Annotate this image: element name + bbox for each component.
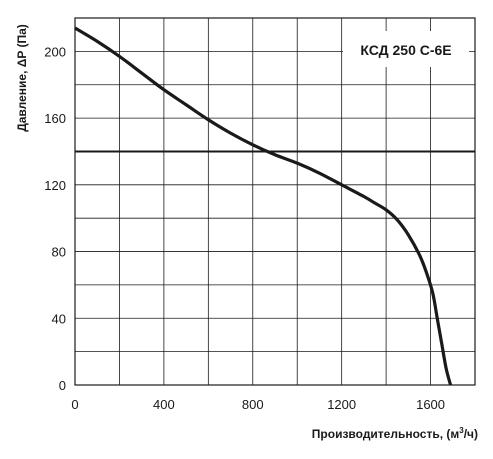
x-axis-title-main: Производительность, (м (312, 427, 460, 441)
legend-background (343, 31, 469, 67)
x-tick-label-3: 1200 (327, 397, 356, 412)
x-tick-label-4: 1600 (416, 397, 445, 412)
series-line-0 (74, 26, 453, 386)
x-axis-title-superscript: 3 (459, 426, 464, 435)
x-tick-label-1: 400 (153, 397, 175, 412)
legend: КСД 250 С-6Е (343, 31, 469, 67)
plot-frame (74, 17, 476, 386)
y-tick-label-1: 40 (52, 311, 66, 326)
y-axis-title: Давление, ΔP (Па) (15, 24, 29, 132)
x-tick-label-0: 0 (71, 397, 78, 412)
plot-frame-layer (74, 17, 476, 386)
y-tick-label-4: 160 (44, 111, 66, 126)
legend-label: КСД 250 С-6Е (360, 42, 451, 58)
y-tick-label-0: 0 (59, 378, 66, 393)
grid-layer (74, 17, 476, 386)
x-axis-title-tail: /ч) (464, 427, 478, 441)
x-tick-label-2: 800 (242, 397, 264, 412)
tick-label-layer: 0 400 800 1200 1600 0 40 80 120 160 200 (44, 44, 445, 412)
series-layer (74, 26, 453, 386)
y-tick-label-2: 80 (52, 245, 66, 260)
y-tick-label-5: 200 (44, 44, 66, 59)
x-axis-title: Производительность, (м3/ч) (312, 426, 478, 441)
y-tick-label-3: 120 (44, 178, 66, 193)
